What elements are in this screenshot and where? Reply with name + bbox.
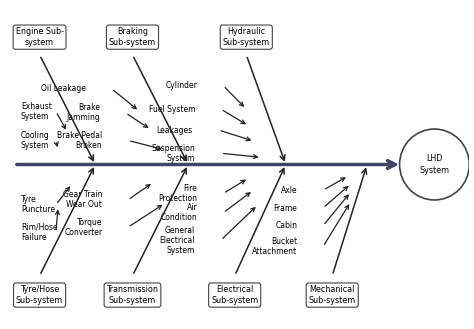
Text: Tyre
Puncture: Tyre Puncture: [21, 195, 55, 214]
Text: Leakages: Leakages: [157, 125, 193, 135]
Text: Brake
Jamming: Brake Jamming: [66, 103, 100, 122]
Text: Rim/Hose
Failure: Rim/Hose Failure: [21, 223, 58, 242]
Text: Transmission
Sub-system: Transmission Sub-system: [107, 285, 158, 305]
Text: Axle: Axle: [281, 186, 297, 195]
Text: Cabin: Cabin: [275, 221, 297, 230]
Text: Frame: Frame: [273, 204, 297, 213]
Text: Suspension
System: Suspension System: [152, 144, 195, 163]
Ellipse shape: [400, 129, 469, 200]
Text: Gear Train
Wear Out: Gear Train Wear Out: [63, 190, 102, 210]
Text: Mechanical
Sub-system: Mechanical Sub-system: [309, 285, 356, 305]
Text: LHD
System: LHD System: [419, 154, 449, 175]
Text: Braking
Sub-system: Braking Sub-system: [109, 27, 156, 47]
Text: Cooling
System: Cooling System: [21, 131, 50, 150]
Text: Cylinder: Cylinder: [165, 81, 198, 90]
Text: Fire
Protection: Fire Protection: [158, 184, 198, 203]
Text: General
Electrical
System: General Electrical System: [160, 226, 195, 255]
Text: Brake Pedal
Broken: Brake Pedal Broken: [57, 131, 102, 150]
Text: Hydraulic
Sub-system: Hydraulic Sub-system: [223, 27, 270, 47]
Text: Tyre/Hose
Sub-system: Tyre/Hose Sub-system: [16, 285, 63, 305]
Text: Oil Leakage: Oil Leakage: [41, 84, 86, 93]
Text: Engine Sub-
system: Engine Sub- system: [16, 27, 64, 47]
Text: Bucket
Attachment: Bucket Attachment: [252, 237, 297, 256]
Text: Electrical
Sub-system: Electrical Sub-system: [211, 285, 258, 305]
Text: Torque
Converter: Torque Converter: [64, 218, 102, 237]
Text: Exhaust
System: Exhaust System: [21, 102, 52, 121]
Text: Air
Condition: Air Condition: [161, 203, 198, 222]
Text: Fuel System: Fuel System: [149, 105, 195, 114]
